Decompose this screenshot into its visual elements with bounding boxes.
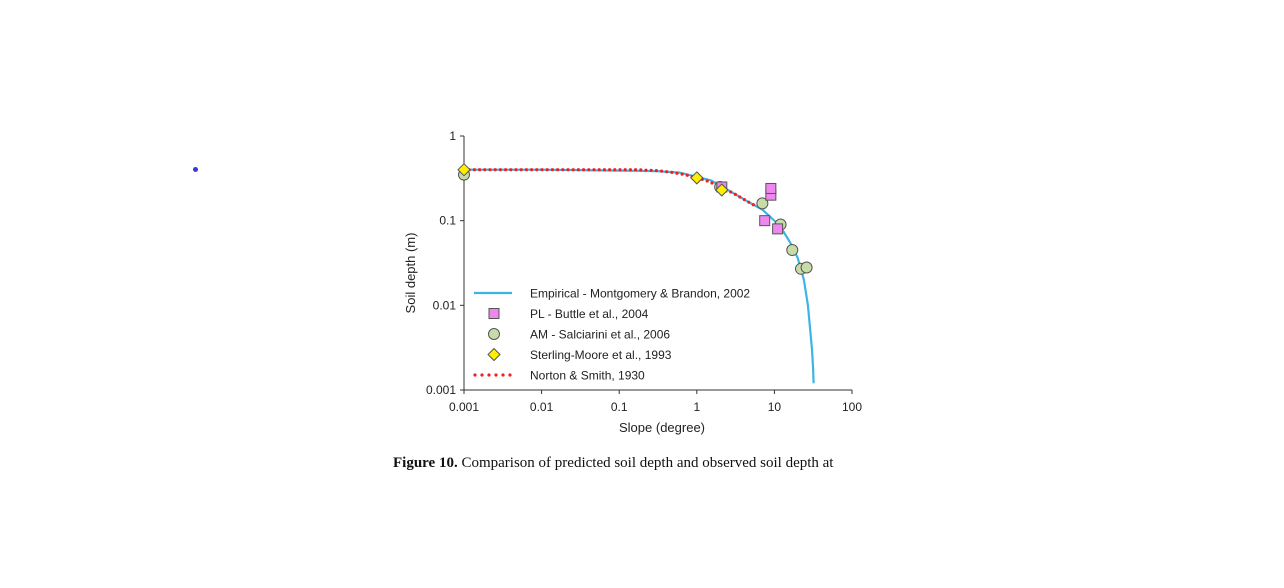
y-axis-label: Soil depth (m) bbox=[403, 233, 418, 314]
x-tick-label: 10 bbox=[768, 400, 782, 414]
y-tick-label: 1 bbox=[449, 129, 456, 143]
sterling-point bbox=[715, 183, 729, 197]
y-tick-label: 0.001 bbox=[426, 383, 456, 397]
pl-point bbox=[759, 215, 771, 227]
legend-label: Sterling-Moore et al., 1993 bbox=[530, 348, 672, 362]
am-point bbox=[786, 244, 799, 257]
figure-caption: Figure 10. Comparison of predicted soil … bbox=[393, 455, 833, 472]
legend-label: Empirical - Montgomery & Brandon, 2002 bbox=[530, 287, 750, 301]
figure-caption-text: Comparison of predicted soil depth and o… bbox=[457, 455, 834, 471]
sterling-point bbox=[690, 171, 704, 185]
legend-label: Norton & Smith, 1930 bbox=[530, 369, 645, 383]
x-tick-label: 0.001 bbox=[449, 400, 479, 414]
chart-legend: Empirical - Montgomery & Brandon, 2002 PL… bbox=[473, 287, 750, 383]
legend-label: AM - Salciarini et al., 2006 bbox=[530, 328, 670, 342]
am-point bbox=[800, 261, 813, 274]
y-tick-label: 0.1 bbox=[439, 214, 456, 228]
figure-caption-label: Figure 10. bbox=[393, 455, 458, 471]
legend-sterling-swatch bbox=[487, 347, 501, 362]
legend-label: PL - Buttle et al., 2004 bbox=[530, 307, 649, 321]
x-tick-label: 0.1 bbox=[611, 400, 628, 414]
legend-am-swatch bbox=[488, 328, 500, 340]
x-tick-label: 100 bbox=[842, 400, 862, 414]
x-axis-label: Slope (degree) bbox=[619, 420, 705, 435]
chart-marks bbox=[457, 162, 815, 384]
norton-dotted-line bbox=[462, 168, 759, 209]
x-tick-label: 0.01 bbox=[530, 400, 554, 414]
y-tick-label: 0.01 bbox=[433, 298, 457, 312]
sterling-point bbox=[457, 162, 471, 177]
x-tick-label: 1 bbox=[693, 400, 700, 414]
am-point bbox=[756, 197, 769, 210]
chart-axes: 0.001 0.01 0.1 1 10 100 0.001 0.01 0.1 1 Slope (de… bbox=[403, 129, 862, 435]
pl-point bbox=[765, 182, 777, 194]
legend-pl-swatch bbox=[488, 308, 500, 319]
empirical-line bbox=[464, 168, 815, 384]
stray-dot-mark bbox=[193, 167, 198, 172]
pl-point bbox=[772, 223, 784, 235]
